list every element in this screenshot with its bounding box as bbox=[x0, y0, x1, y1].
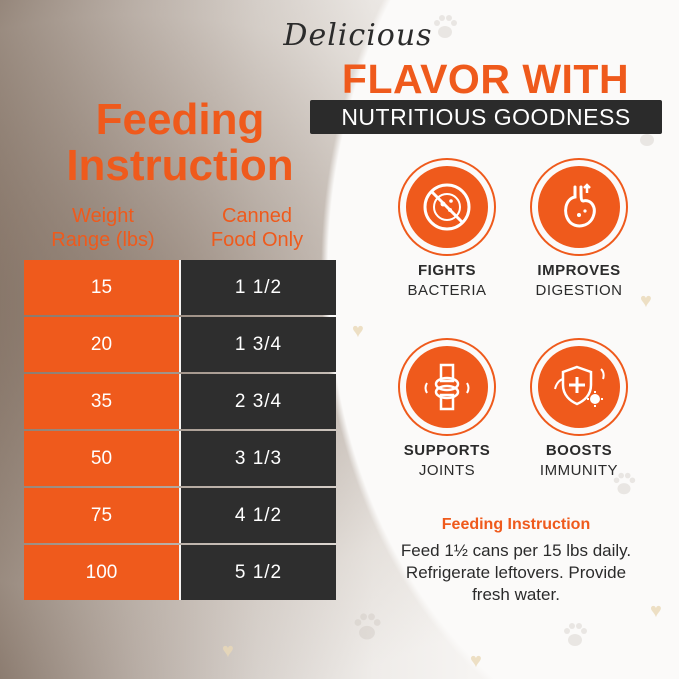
food-cell: 3 1/3 bbox=[181, 431, 336, 486]
weight-cell: 35 bbox=[24, 374, 181, 429]
weight-cell: 50 bbox=[24, 431, 181, 486]
heart-icon: ♥ bbox=[222, 640, 234, 662]
column-header-weight-line1: Weight bbox=[72, 205, 134, 227]
benefit-subtitle: JOINTS bbox=[418, 462, 476, 479]
benefit-title: BOOSTS bbox=[545, 442, 613, 459]
benefit-title: FIGHTS bbox=[418, 262, 476, 279]
note-line: Feed 1½ cans per 15 lbs daily. bbox=[400, 541, 632, 560]
weight-cell: 15 bbox=[24, 260, 181, 315]
header-headline: FLAVOR WITH bbox=[341, 56, 630, 102]
food-cell: 1 3/4 bbox=[181, 317, 336, 372]
column-header-weight-line2: Range (lbs) bbox=[51, 229, 155, 251]
table-title-line1: Feeding bbox=[95, 95, 265, 144]
food-cell: 1 1/2 bbox=[181, 260, 336, 315]
column-header-weight: Weight Range (lbs) bbox=[28, 204, 178, 252]
benefit-subtitle: DIGESTION bbox=[535, 282, 623, 299]
table-title: Feeding Instruction bbox=[40, 97, 320, 189]
table-title-line2: Instruction bbox=[66, 141, 294, 190]
paw-print-icon bbox=[434, 15, 457, 38]
table-row: 20 1 3/4 bbox=[24, 317, 336, 372]
benefit-boosts-immunity: BOOSTS IMMUNITY bbox=[504, 338, 654, 479]
food-cell: 5 1/2 bbox=[181, 545, 336, 600]
paw-print-icon bbox=[354, 613, 381, 640]
header-script-word: Delicious bbox=[283, 18, 433, 53]
table-row: 75 4 1/2 bbox=[24, 488, 336, 543]
weight-cell: 75 bbox=[24, 488, 181, 543]
benefit-title: IMPROVES bbox=[537, 262, 621, 279]
column-header-food-line2: Food Only bbox=[210, 229, 304, 251]
table-row: 15 1 1/2 bbox=[24, 260, 336, 315]
benefit-supports-joints: SUPPORTS JOINTS bbox=[372, 338, 522, 479]
no-bacteria-icon bbox=[398, 158, 496, 256]
shield-virus-icon bbox=[530, 338, 628, 436]
benefit-subtitle: IMMUNITY bbox=[539, 462, 619, 479]
heart-icon: ♥ bbox=[470, 650, 482, 672]
note-line: fresh water. bbox=[472, 585, 560, 604]
column-header-food-line1: Canned bbox=[221, 205, 293, 227]
benefit-subtitle: BACTERIA bbox=[407, 282, 487, 299]
weight-cell: 20 bbox=[24, 317, 181, 372]
heart-icon: ♥ bbox=[650, 600, 662, 622]
table-row: 100 5 1/2 bbox=[24, 545, 336, 600]
benefit-title: SUPPORTS bbox=[403, 442, 491, 459]
stomach-icon bbox=[530, 158, 628, 256]
feeding-table: 15 1 1/2 20 1 3/4 35 2 3/4 50 3 1/3 75 4… bbox=[24, 260, 336, 602]
note-title: Feeding Instruction bbox=[441, 516, 591, 533]
table-row: 50 3 1/3 bbox=[24, 431, 336, 486]
note-line: Refrigerate leftovers. Provide bbox=[405, 563, 627, 582]
weight-cell: 100 bbox=[24, 545, 181, 600]
heart-icon: ♥ bbox=[352, 320, 364, 342]
food-cell: 2 3/4 bbox=[181, 374, 336, 429]
note-body: Feed 1½ cans per 15 lbs daily. Refrigera… bbox=[380, 540, 652, 606]
food-cell: 4 1/2 bbox=[181, 488, 336, 543]
heart-icon: ♥ bbox=[640, 290, 652, 312]
table-row: 35 2 3/4 bbox=[24, 374, 336, 429]
column-header-food: Canned Food Only bbox=[182, 204, 332, 252]
paw-print-icon bbox=[613, 472, 636, 495]
paw-print-icon bbox=[564, 623, 587, 646]
benefit-fights-bacteria: FIGHTS BACTERIA bbox=[372, 158, 522, 299]
header-banner: NUTRITIOUS GOODNESS bbox=[310, 100, 662, 134]
benefit-improves-digestion: IMPROVES DIGESTION bbox=[504, 158, 654, 299]
joint-bone-icon bbox=[398, 338, 496, 436]
